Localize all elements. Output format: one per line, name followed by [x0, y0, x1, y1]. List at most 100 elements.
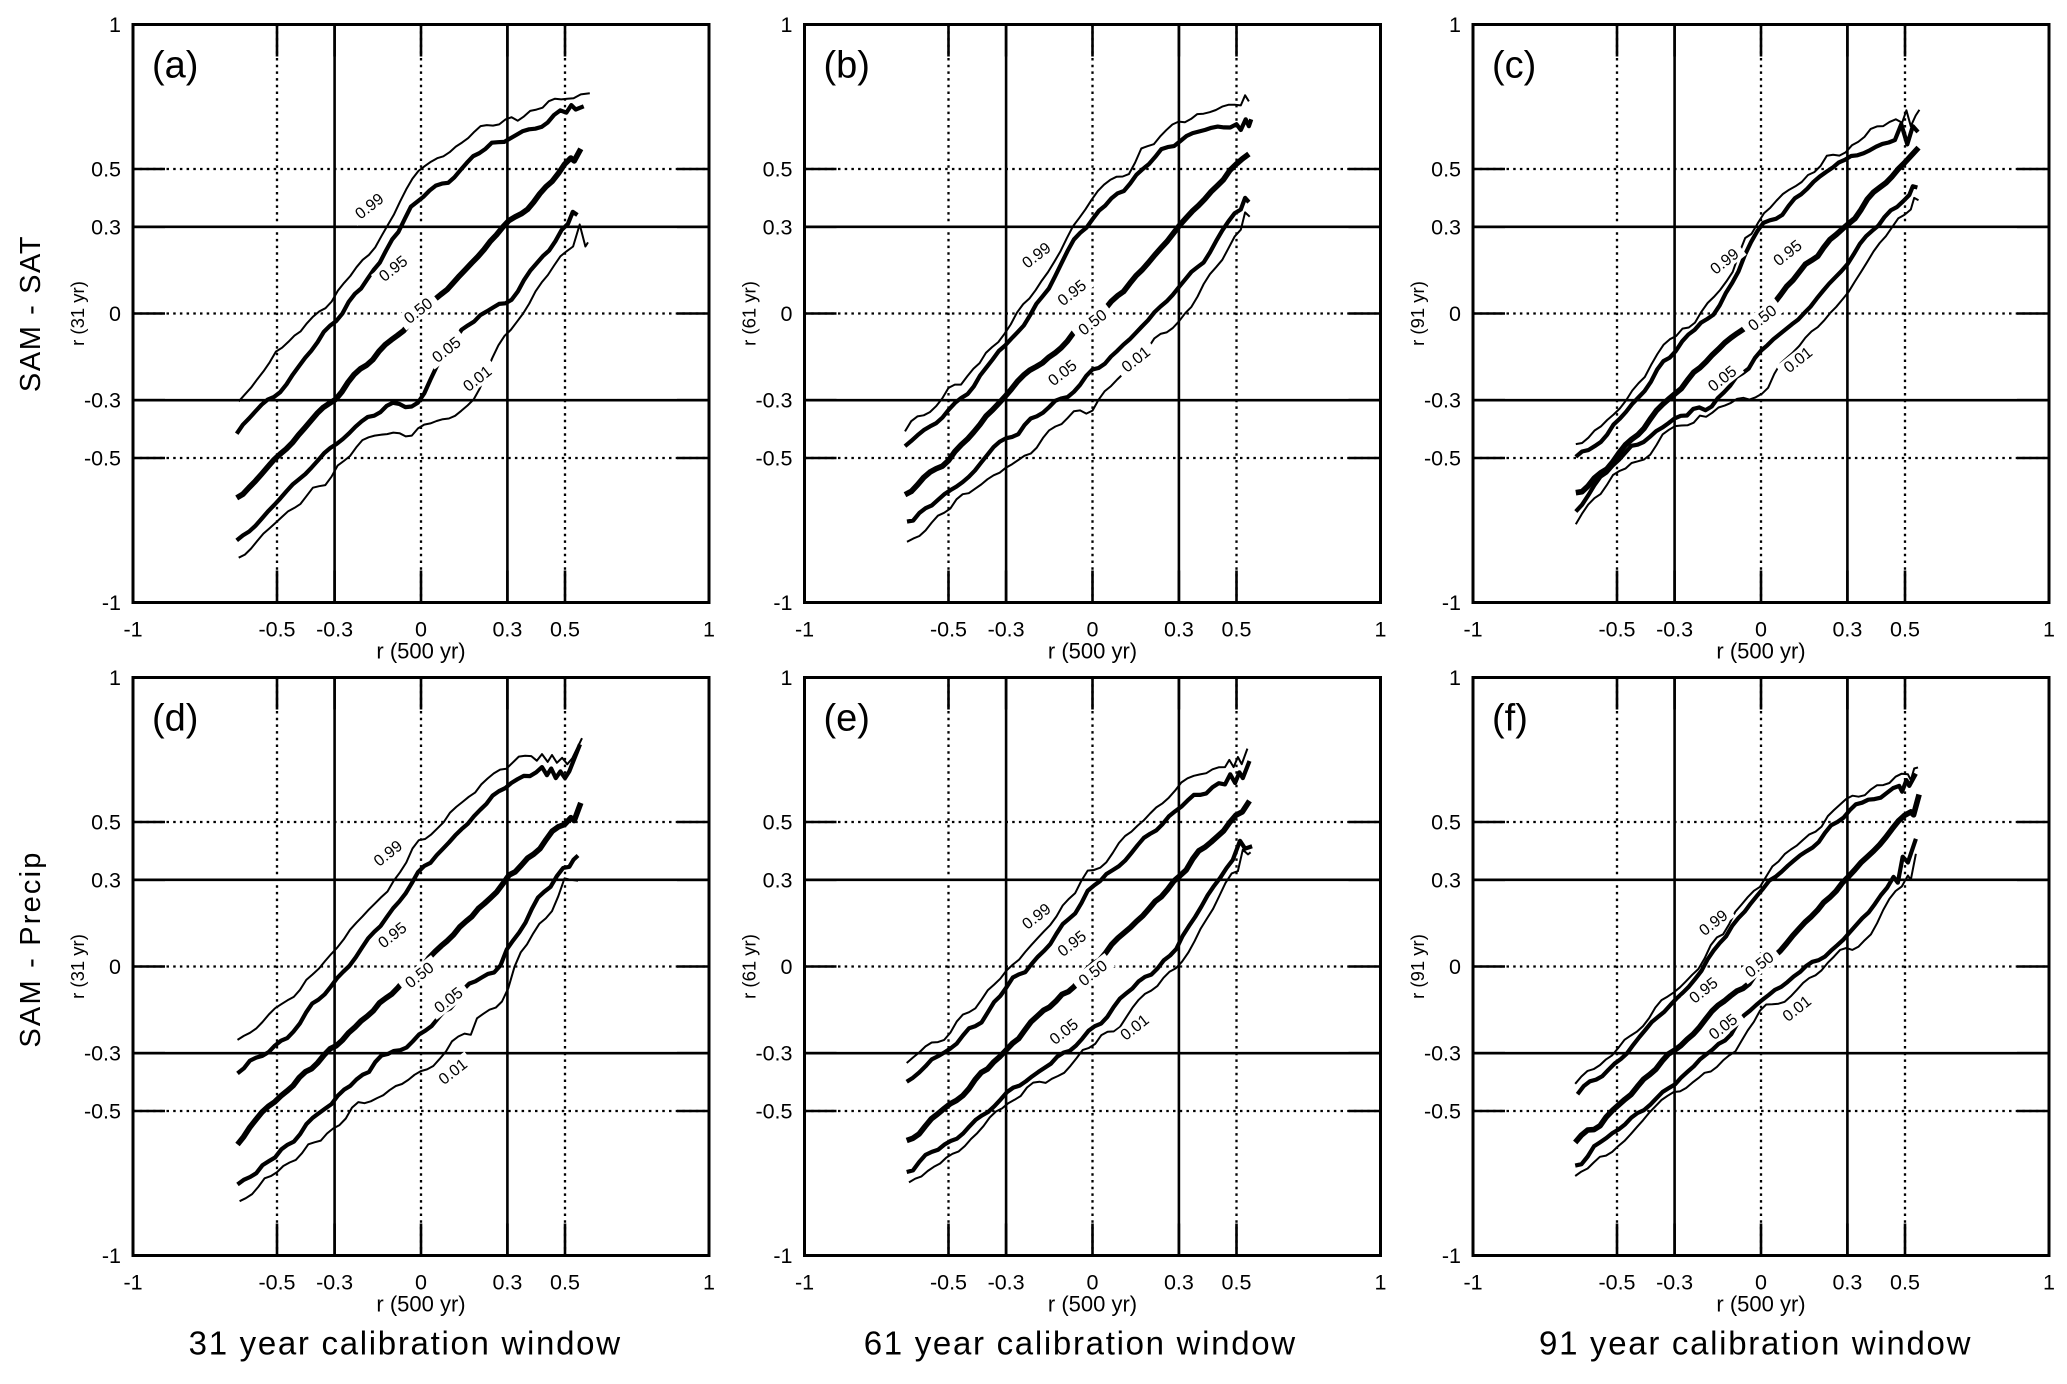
svg-text:0.3: 0.3: [91, 868, 121, 892]
svg-text:-0.3: -0.3: [988, 618, 1025, 642]
svg-text:-0.3: -0.3: [316, 1271, 353, 1295]
svg-text:0.3: 0.3: [1832, 618, 1862, 642]
svg-text:0.3: 0.3: [91, 215, 121, 239]
svg-text:0: 0: [1087, 1271, 1099, 1295]
svg-text:-0.5: -0.5: [1424, 447, 1461, 471]
svg-text:r (500 yr): r (500 yr): [1048, 639, 1137, 664]
svg-text:r (91 yr): r (91 yr): [1407, 934, 1428, 999]
svg-text:-0.3: -0.3: [755, 1042, 792, 1066]
svg-text:0.3: 0.3: [1431, 868, 1461, 892]
svg-text:1: 1: [703, 1271, 715, 1295]
svg-text:r (91 yr): r (91 yr): [1407, 281, 1428, 346]
svg-text:0.5: 0.5: [1222, 618, 1252, 642]
svg-text:-0.5: -0.5: [1424, 1100, 1461, 1124]
svg-text:0.3: 0.3: [763, 215, 793, 239]
svg-text:0: 0: [415, 1271, 427, 1295]
svg-text:-0.3: -0.3: [1424, 1042, 1461, 1066]
svg-text:-0.5: -0.5: [930, 618, 967, 642]
svg-text:SAM - Precip: SAM - Precip: [15, 850, 47, 1047]
svg-text:-1: -1: [795, 618, 814, 642]
svg-text:-0.5: -0.5: [84, 1100, 121, 1124]
svg-text:-0.3: -0.3: [316, 618, 353, 642]
svg-text:-1: -1: [773, 1244, 792, 1268]
svg-text:0.5: 0.5: [1222, 1271, 1252, 1295]
svg-text:-1: -1: [795, 1271, 814, 1295]
svg-text:1: 1: [781, 666, 793, 690]
svg-text:0.5: 0.5: [550, 618, 580, 642]
svg-text:-0.3: -0.3: [84, 1042, 121, 1066]
svg-text:1: 1: [703, 618, 715, 642]
svg-text:-0.5: -0.5: [755, 447, 792, 471]
svg-text:1: 1: [1449, 13, 1461, 37]
svg-text:0: 0: [109, 302, 121, 326]
svg-text:r (31 yr): r (31 yr): [67, 281, 88, 346]
svg-text:1: 1: [2043, 618, 2055, 642]
svg-text:0: 0: [781, 302, 793, 326]
svg-text:0: 0: [1449, 955, 1461, 979]
svg-text:0.3: 0.3: [1832, 1271, 1862, 1295]
svg-text:-1: -1: [123, 1271, 142, 1295]
svg-text:0.5: 0.5: [1890, 1271, 1920, 1295]
svg-text:r (500 yr): r (500 yr): [1716, 639, 1805, 664]
svg-text:0: 0: [1755, 1271, 1767, 1295]
svg-text:0: 0: [415, 618, 427, 642]
svg-text:SAM - SAT: SAM - SAT: [15, 235, 47, 392]
svg-text:-0.3: -0.3: [988, 1271, 1025, 1295]
svg-text:(e): (e): [824, 698, 870, 740]
svg-text:1: 1: [1449, 666, 1461, 690]
svg-text:(c): (c): [1492, 45, 1536, 87]
svg-text:-1: -1: [1463, 1271, 1482, 1295]
svg-text:-0.3: -0.3: [1656, 618, 1693, 642]
svg-text:0.5: 0.5: [1431, 158, 1461, 182]
svg-text:31 year calibration window: 31 year calibration window: [189, 1325, 622, 1362]
svg-text:-0.3: -0.3: [1424, 389, 1461, 413]
svg-text:0.5: 0.5: [1431, 811, 1461, 835]
svg-text:1: 1: [109, 13, 121, 37]
svg-text:r (61 yr): r (61 yr): [739, 281, 760, 346]
svg-text:(a): (a): [152, 45, 198, 87]
svg-text:-0.3: -0.3: [1656, 1271, 1693, 1295]
svg-text:1: 1: [109, 666, 121, 690]
svg-text:0.3: 0.3: [1164, 618, 1194, 642]
svg-text:0.3: 0.3: [763, 868, 793, 892]
svg-text:61 year calibration window: 61 year calibration window: [864, 1325, 1297, 1362]
svg-text:0: 0: [781, 955, 793, 979]
svg-text:0: 0: [1087, 618, 1099, 642]
svg-text:-1: -1: [102, 1244, 121, 1268]
svg-text:-1: -1: [1442, 1244, 1461, 1268]
svg-text:91 year calibration window: 91 year calibration window: [1539, 1325, 1972, 1362]
svg-text:-0.5: -0.5: [1598, 1271, 1635, 1295]
svg-text:0.3: 0.3: [492, 1271, 522, 1295]
svg-text:0.3: 0.3: [492, 618, 522, 642]
svg-text:-1: -1: [123, 618, 142, 642]
svg-text:(b): (b): [824, 45, 870, 87]
svg-text:-1: -1: [1463, 618, 1482, 642]
svg-text:r (61 yr): r (61 yr): [739, 934, 760, 999]
svg-text:-0.5: -0.5: [930, 1271, 967, 1295]
svg-text:0.5: 0.5: [763, 811, 793, 835]
svg-text:0: 0: [109, 955, 121, 979]
svg-text:r (31 yr): r (31 yr): [67, 934, 88, 999]
svg-text:r (500 yr): r (500 yr): [1716, 1292, 1805, 1317]
svg-text:-1: -1: [773, 591, 792, 615]
svg-text:0.5: 0.5: [763, 158, 793, 182]
svg-text:0.3: 0.3: [1164, 1271, 1194, 1295]
svg-text:-0.5: -0.5: [258, 618, 295, 642]
svg-text:1: 1: [1375, 1271, 1387, 1295]
svg-text:0.5: 0.5: [91, 158, 121, 182]
svg-text:-0.3: -0.3: [84, 389, 121, 413]
svg-text:-0.3: -0.3: [755, 389, 792, 413]
svg-text:r (500 yr): r (500 yr): [376, 1292, 465, 1317]
svg-text:r (500 yr): r (500 yr): [1048, 1292, 1137, 1317]
svg-text:1: 1: [781, 13, 793, 37]
svg-text:0.5: 0.5: [550, 1271, 580, 1295]
svg-text:-0.5: -0.5: [84, 447, 121, 471]
svg-text:-1: -1: [1442, 591, 1461, 615]
svg-text:(d): (d): [152, 698, 198, 740]
svg-text:-0.5: -0.5: [755, 1100, 792, 1124]
svg-text:r (500 yr): r (500 yr): [376, 639, 465, 664]
svg-text:-1: -1: [102, 591, 121, 615]
svg-text:0.5: 0.5: [91, 811, 121, 835]
svg-text:-0.5: -0.5: [1598, 618, 1635, 642]
svg-text:0: 0: [1755, 618, 1767, 642]
